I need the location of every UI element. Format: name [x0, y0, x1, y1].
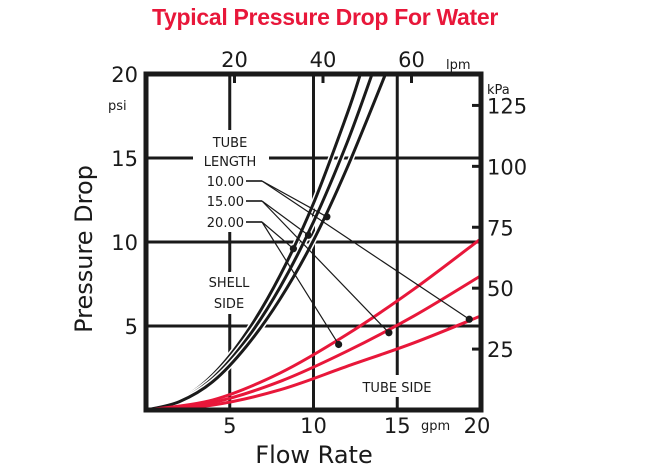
secondary-y-unit-label: kPa [487, 83, 510, 98]
tube-side-label: TUBE SIDE [361, 381, 431, 396]
tube-length-label-20: 20.00 [207, 216, 244, 231]
marker-shell-10.00 [323, 213, 331, 221]
grid-lines [146, 74, 481, 410]
series-line-tube-15.00 [145, 274, 482, 412]
y-axis-label: Pressure Drop [70, 165, 98, 333]
leader-line-tube-15.00 [261, 200, 390, 334]
y-unit-label: psi [108, 99, 127, 114]
secondary-y-tick-label-25: 25 [487, 338, 514, 362]
secondary-y-tick-label-100: 100 [487, 155, 527, 179]
shell-side-label-background [198, 272, 260, 314]
x-axis-label: Flow Rate [255, 441, 372, 469]
chart-title: Typical Pressure Drop For Water [151, 4, 499, 30]
series-lines [145, 72, 482, 413]
y-tick-label-10: 10 [111, 231, 138, 255]
tick-labels: 5 10 15 20 5 10 15 20 20 40 60 25 50 75 100 125 [111, 48, 527, 438]
secondary-y-tick-label-50: 50 [487, 277, 514, 301]
leader-line-shell-10.00 [261, 180, 328, 218]
series-line-shell-20.00 [145, 73, 387, 412]
leader-line-tube-10.00 [261, 180, 470, 320]
tube-length-label-10: 10.00 [207, 175, 244, 190]
tube-side-label-background [350, 375, 446, 397]
secondary-y-tick-label-125: 125 [487, 94, 527, 118]
marker-shell-20.00 [289, 245, 297, 253]
x-tick-label-10: 10 [300, 414, 327, 438]
secondary-x-tick-label-60: 60 [398, 48, 425, 72]
y-tick-label-20: 20 [111, 63, 138, 87]
leader-line-shell-20.00 [261, 221, 294, 250]
marker-tube-15.00 [385, 329, 393, 337]
plot-border [143, 71, 484, 413]
marker-tube-10.00 [465, 315, 473, 323]
secondary-x-unit-label: lpm [446, 58, 471, 73]
secondary-x-tick-label-20: 20 [221, 48, 248, 72]
series-line-tube-20.00 [145, 237, 482, 412]
series-markers [289, 213, 473, 349]
x-unit-label: gpm [421, 419, 450, 434]
series-line-tube-10.00 [145, 314, 482, 412]
x-tick-label-15: 15 [384, 414, 411, 438]
tube-length-label-15: 15.00 [207, 195, 244, 210]
shell-side-label-line1: SHELL [209, 276, 250, 291]
tube-length-header-line1: TUBE [212, 136, 248, 151]
tube-length-header-line2: LENGTH [204, 155, 257, 170]
marker-tube-20.00 [335, 340, 343, 349]
leader-line-tube-20.00 [261, 221, 340, 345]
leader-lines [246, 180, 470, 345]
secondary-x-tick-label-40: 40 [310, 48, 337, 72]
x-tick-label-5: 5 [223, 414, 236, 438]
leader-line-shell-15.00 [261, 200, 309, 236]
y-tick-label-15: 15 [111, 147, 138, 171]
x-tick-label-20: 20 [464, 414, 491, 438]
marker-shell-15.00 [304, 231, 313, 239]
y-tick-label-5: 5 [125, 315, 138, 339]
plot-frame [143, 71, 484, 413]
shell-side-label-line2: SIDE [214, 297, 244, 312]
secondary-y-tick-label-75: 75 [487, 216, 514, 240]
